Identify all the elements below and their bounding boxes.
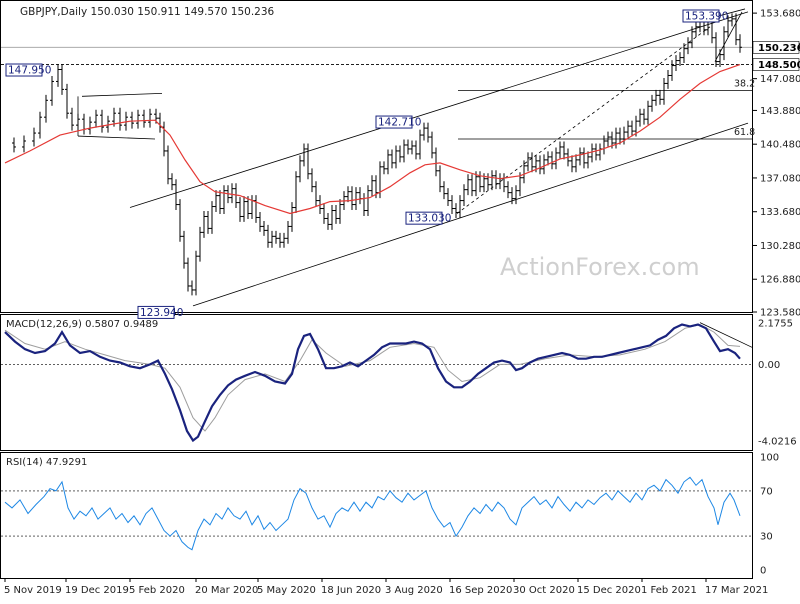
macd-tick-label: 0.00 <box>758 360 780 371</box>
price-annotation-box <box>405 211 443 225</box>
x-tick-label: 3 Aug 2020 <box>385 585 443 596</box>
fib-label: 38.2 <box>734 78 755 89</box>
fib-label: 61.8 <box>734 127 755 138</box>
x-tick-label: 1 Feb 2021 <box>641 585 697 596</box>
chart-header: GBPJPY,Daily 150.030 150.911 149.570 150… <box>20 6 275 18</box>
price-annotation-label: 123.940 <box>140 307 183 319</box>
x-tick-label: 20 Mar 2020 <box>195 585 258 596</box>
rsi-tick-label: 0 <box>760 566 766 577</box>
price-annotation-box <box>682 9 720 23</box>
price-tick-label: 130.280 <box>760 241 800 252</box>
channel-line <box>192 122 749 307</box>
price-tick-label: 153.680 <box>760 9 800 20</box>
macd-panel <box>0 314 753 451</box>
x-tick-label: 30 Oct 2020 <box>513 585 575 596</box>
macd-trendline <box>699 322 753 348</box>
x-tick-label: 19 Dec 2019 <box>65 585 129 596</box>
price-tick-label: 137.080 <box>760 173 800 184</box>
current-price-tag-label: 150.236 <box>758 43 800 54</box>
rsi-title: RSI(14) 47.9291 <box>6 457 87 468</box>
rsi-panel <box>0 452 753 579</box>
price-tick-label: 133.680 <box>760 207 800 218</box>
rsi-tick-label: 100 <box>760 453 779 464</box>
price-annotation-label: 153.390 <box>685 10 728 22</box>
x-tick-label: 17 Mar 2021 <box>705 585 768 596</box>
axes-layer: 153.680150.380147.080143.880140.480137.0… <box>4 9 800 596</box>
dashed-trendline <box>456 26 711 214</box>
price-layer: 38.2 61.8 147.950 142.710 133.030 123.940 153.… <box>1 8 755 319</box>
price-tick-label: 140.480 <box>760 140 800 151</box>
price-annotation-label: 142.710 <box>378 117 421 129</box>
macd-title: MACD(12,26,9) 0.5807 0.9489 <box>6 319 158 330</box>
x-tick-label: 18 Jun 2020 <box>321 585 381 596</box>
rsi-tick-label: 30 <box>760 532 773 543</box>
watermark: ActionForex.com <box>500 253 700 281</box>
macd-layer <box>1 322 753 443</box>
price-tick-label: 143.880 <box>760 106 800 117</box>
current-price-tag-box <box>752 41 800 54</box>
level-tag-box <box>752 58 800 71</box>
rsi-tick-label: 70 <box>760 486 773 497</box>
macd-tick-label: -4.0216 <box>758 436 797 447</box>
x-tick-label: 16 Sep 2020 <box>449 585 512 596</box>
price-annotation-box <box>375 115 413 129</box>
range-box-line <box>77 135 156 140</box>
macd-tick-label: 2.1755 <box>758 319 793 330</box>
price-annotation-box <box>5 63 43 77</box>
price-tick-label: 126.880 <box>760 275 800 286</box>
x-tick-label: 5 Feb 2020 <box>129 585 185 596</box>
macd-line <box>4 323 741 443</box>
price-annotation-label: 147.950 <box>8 65 51 77</box>
x-tick-label: 15 Dec 2020 <box>577 585 641 596</box>
x-tick-label: 5 May 2020 <box>257 585 316 596</box>
channel-line <box>129 11 749 208</box>
moving-average-line <box>4 64 741 215</box>
range-box-line <box>81 92 163 97</box>
price-tick-label: 123.580 <box>760 308 800 319</box>
price-panel <box>0 0 753 313</box>
macd-signal-line <box>4 323 741 432</box>
price-annotation-box <box>137 305 175 319</box>
level-tag-label: 148.500 <box>758 60 800 71</box>
price-annotation-label: 133.030 <box>408 213 451 225</box>
rsi-line <box>4 476 741 551</box>
x-tick-label: 5 Nov 2019 <box>4 585 62 596</box>
price-tick-label: 147.080 <box>760 74 800 85</box>
rsi-layer <box>1 476 752 551</box>
